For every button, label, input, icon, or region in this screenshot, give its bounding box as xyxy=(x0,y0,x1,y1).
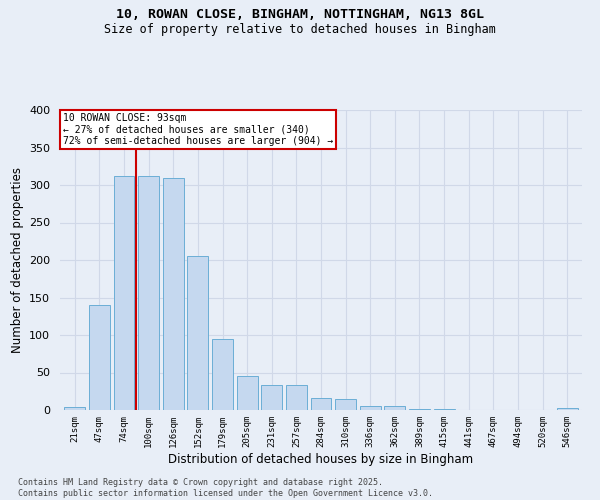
Bar xyxy=(261,385,282,410)
Text: Size of property relative to detached houses in Bingham: Size of property relative to detached ho… xyxy=(104,22,496,36)
Bar xyxy=(212,339,233,410)
Bar xyxy=(385,406,406,410)
Bar xyxy=(557,408,578,410)
Bar xyxy=(236,376,257,410)
Bar xyxy=(286,385,307,410)
Bar xyxy=(360,406,381,410)
Bar xyxy=(335,399,356,410)
Bar xyxy=(163,178,184,410)
Bar xyxy=(409,408,430,410)
Text: 10 ROWAN CLOSE: 93sqm
← 27% of detached houses are smaller (340)
72% of semi-det: 10 ROWAN CLOSE: 93sqm ← 27% of detached … xyxy=(62,113,333,146)
Bar xyxy=(113,176,134,410)
Bar xyxy=(187,256,208,410)
Y-axis label: Number of detached properties: Number of detached properties xyxy=(11,167,23,353)
Bar xyxy=(64,407,85,410)
Bar xyxy=(89,305,110,410)
Text: Contains HM Land Registry data © Crown copyright and database right 2025.
Contai: Contains HM Land Registry data © Crown c… xyxy=(18,478,433,498)
Bar xyxy=(434,409,455,410)
Bar xyxy=(138,176,159,410)
Bar xyxy=(311,398,331,410)
Text: 10, ROWAN CLOSE, BINGHAM, NOTTINGHAM, NG13 8GL: 10, ROWAN CLOSE, BINGHAM, NOTTINGHAM, NG… xyxy=(116,8,484,20)
X-axis label: Distribution of detached houses by size in Bingham: Distribution of detached houses by size … xyxy=(169,452,473,466)
